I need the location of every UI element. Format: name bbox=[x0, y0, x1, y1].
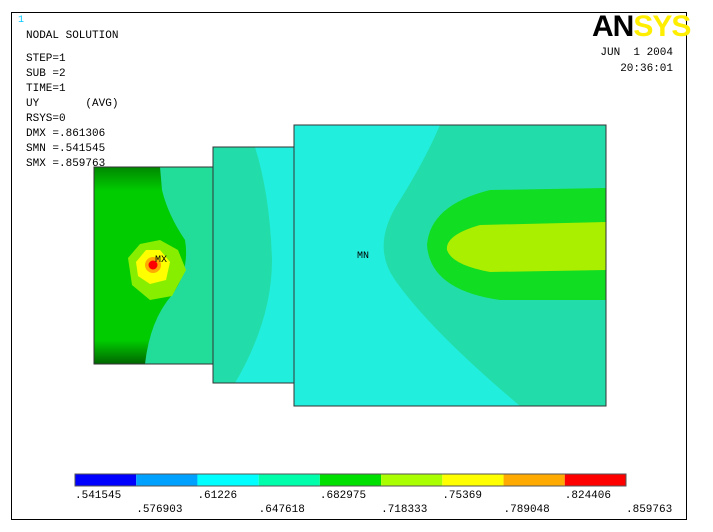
legend-swatch bbox=[381, 474, 443, 486]
max-marker: MX bbox=[155, 255, 167, 266]
left-section bbox=[93, 166, 214, 365]
header-line: RSYS=0 bbox=[26, 113, 66, 125]
legend-swatch bbox=[442, 474, 504, 486]
header-line: DMX =.861306 bbox=[26, 128, 105, 140]
date: JUN 1 2004 bbox=[600, 47, 673, 59]
header: NODAL SOLUTION STEP=1 SUB =2 TIME=1 UY (AVG)… bbox=[26, 30, 118, 170]
legend-label: .61226 bbox=[197, 490, 237, 502]
legend-swatch bbox=[136, 474, 198, 486]
legend-label: .647618 bbox=[259, 504, 305, 516]
time: 20:36:01 bbox=[620, 63, 673, 75]
right-section bbox=[293, 124, 607, 407]
header-line: SMN =.541545 bbox=[26, 143, 105, 155]
legend-label: .789048 bbox=[504, 504, 550, 516]
legend-swatch bbox=[319, 474, 382, 486]
legend-swatch bbox=[564, 474, 626, 486]
min-marker: MN bbox=[357, 251, 369, 262]
header-line: STEP=1 bbox=[26, 53, 66, 65]
header-line: UY (AVG) bbox=[26, 98, 118, 110]
legend-swatch bbox=[75, 474, 137, 486]
legend-label: .718333 bbox=[381, 504, 427, 516]
header-line: SUB =2 bbox=[26, 68, 66, 80]
viewport-frame bbox=[11, 12, 687, 520]
legend-swatch bbox=[197, 474, 259, 486]
header-line: SMX =.859763 bbox=[26, 158, 105, 170]
svg-text:ANSYS: ANSYS bbox=[592, 10, 690, 43]
legend-label: .541545 bbox=[75, 490, 121, 502]
legend-label: .682975 bbox=[320, 490, 366, 502]
legend: .541545 .576903 .61226 .647618 .682975 .71833… bbox=[74, 473, 672, 516]
legend-label: .576903 bbox=[136, 504, 182, 516]
legend-label: .75369 bbox=[442, 490, 482, 502]
logo-part: SYS bbox=[633, 10, 690, 43]
header-line: TIME=1 bbox=[26, 83, 66, 95]
window-number: 1 bbox=[18, 15, 24, 26]
middle-section bbox=[212, 146, 295, 384]
logo-part: AN bbox=[592, 10, 633, 43]
legend-swatch bbox=[258, 474, 320, 486]
header-line: NODAL SOLUTION bbox=[26, 30, 118, 42]
legend-swatch bbox=[503, 474, 565, 486]
legend-label: .859763 bbox=[626, 504, 672, 516]
ansys-logo: ANSYS bbox=[592, 10, 691, 43]
legend-label: .824406 bbox=[565, 490, 611, 502]
legend-frame bbox=[74, 473, 627, 487]
